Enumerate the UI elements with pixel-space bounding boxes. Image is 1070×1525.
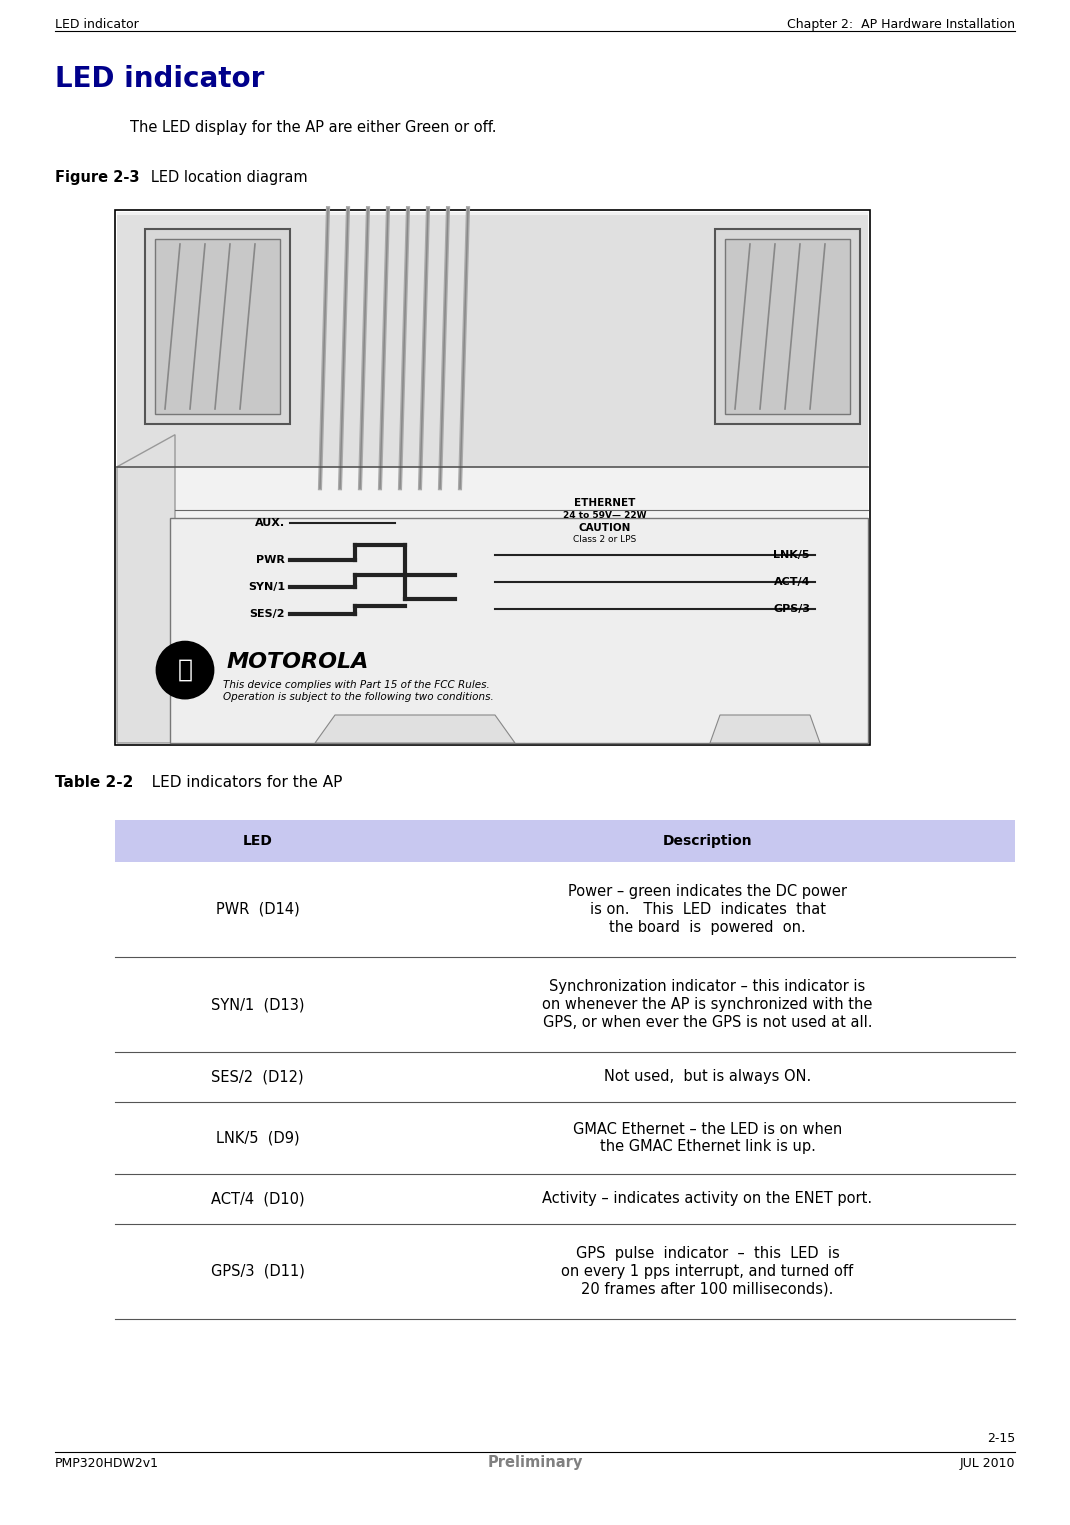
Text: LED indicators for the AP: LED indicators for the AP [137, 775, 342, 790]
Text: LNK/5  (D9): LNK/5 (D9) [216, 1130, 300, 1145]
Text: 24 to 59V— 22W: 24 to 59V— 22W [563, 511, 646, 520]
Text: JUL 2010: JUL 2010 [960, 1456, 1015, 1470]
Text: Class 2 or LPS: Class 2 or LPS [574, 535, 637, 544]
Text: 20 frames after 100 milliseconds).: 20 frames after 100 milliseconds). [581, 1283, 834, 1296]
Bar [114, 820, 1015, 862]
Bar [170, 518, 868, 743]
Bar [114, 210, 870, 746]
Bar [725, 239, 850, 413]
Text: LED: LED [243, 834, 273, 848]
Text: Activity – indicates activity on the ENET port.: Activity – indicates activity on the ENE… [542, 1191, 872, 1206]
Text: ACT/4: ACT/4 [774, 576, 810, 587]
Text: the board  is  powered  on.: the board is powered on. [609, 920, 806, 935]
Circle shape [157, 642, 213, 698]
Text: Not used,  but is always ON.: Not used, but is always ON. [603, 1069, 811, 1084]
Text: 2-15: 2-15 [987, 1432, 1015, 1446]
Text: Table 2-2: Table 2-2 [55, 775, 134, 790]
Text: LNK/5: LNK/5 [774, 551, 810, 560]
Bar [146, 229, 290, 424]
Text: on whenever the AP is synchronized with the: on whenever the AP is synchronized with … [542, 997, 873, 1013]
Text: GPS  pulse  indicator  –  this  LED  is: GPS pulse indicator – this LED is [576, 1246, 839, 1261]
Polygon shape [710, 715, 820, 743]
Bar [114, 1052, 1015, 1103]
Bar [715, 229, 860, 424]
Text: AUX.: AUX. [255, 518, 285, 528]
Text: Preliminary: Preliminary [487, 1455, 583, 1470]
Text: MOTOROLA: MOTOROLA [227, 653, 369, 673]
Bar [114, 1174, 1015, 1225]
Text: Operation is subject to the following two conditions.: Operation is subject to the following tw… [223, 692, 493, 702]
Text: PWR  (D14): PWR (D14) [216, 901, 300, 917]
Text: Synchronization indicator – this indicator is: Synchronization indicator – this indicat… [549, 979, 866, 994]
Text: SYN/1  (D13): SYN/1 (D13) [211, 997, 304, 1013]
Text: PMP320HDW2v1: PMP320HDW2v1 [55, 1456, 159, 1470]
Bar [114, 1103, 1015, 1174]
Text: Figure 2-3: Figure 2-3 [55, 169, 139, 185]
Text: SYN/1: SYN/1 [248, 583, 285, 592]
Text: ACT/4  (D10): ACT/4 (D10) [211, 1191, 304, 1206]
Text: CAUTION: CAUTION [579, 523, 631, 532]
Text: GMAC Ethernet – the LED is on when: GMAC Ethernet – the LED is on when [572, 1121, 842, 1136]
Polygon shape [117, 435, 175, 743]
Text: GPS/3: GPS/3 [773, 604, 810, 613]
Bar [155, 239, 280, 413]
Text: Description: Description [662, 834, 752, 848]
Text: LED indicator: LED indicator [55, 66, 264, 93]
Text: PWR: PWR [256, 555, 285, 566]
Text: GPS/3  (D11): GPS/3 (D11) [211, 1264, 305, 1279]
Text: the GMAC Ethernet link is up.: the GMAC Ethernet link is up. [599, 1139, 815, 1154]
Text: is on.   This  LED  indicates  that: is on. This LED indicates that [590, 901, 825, 917]
Bar [117, 212, 868, 743]
Text: LED indicator: LED indicator [55, 18, 139, 30]
Bar [114, 958, 1015, 1052]
Text: This device complies with Part 15 of the FCC Rules.: This device complies with Part 15 of the… [223, 680, 490, 691]
Text: LED location diagram: LED location diagram [137, 169, 308, 185]
Bar [114, 1225, 1015, 1319]
Bar [117, 215, 868, 467]
Text: SES/2  (D12): SES/2 (D12) [211, 1069, 304, 1084]
Text: Ⓜ: Ⓜ [178, 659, 193, 682]
Text: Chapter 2:  AP Hardware Installation: Chapter 2: AP Hardware Installation [788, 18, 1015, 30]
Text: GPS, or when ever the GPS is not used at all.: GPS, or when ever the GPS is not used at… [542, 1016, 872, 1029]
Text: on every 1 pps interrupt, and turned off: on every 1 pps interrupt, and turned off [562, 1264, 854, 1279]
Text: Power – green indicates the DC power: Power – green indicates the DC power [568, 884, 847, 900]
Text: ETHERNET: ETHERNET [575, 499, 636, 508]
Text: SES/2: SES/2 [249, 608, 285, 619]
Bar [114, 862, 1015, 958]
Polygon shape [315, 715, 515, 743]
Text: The LED display for the AP are either Green or off.: The LED display for the AP are either Gr… [129, 120, 496, 136]
